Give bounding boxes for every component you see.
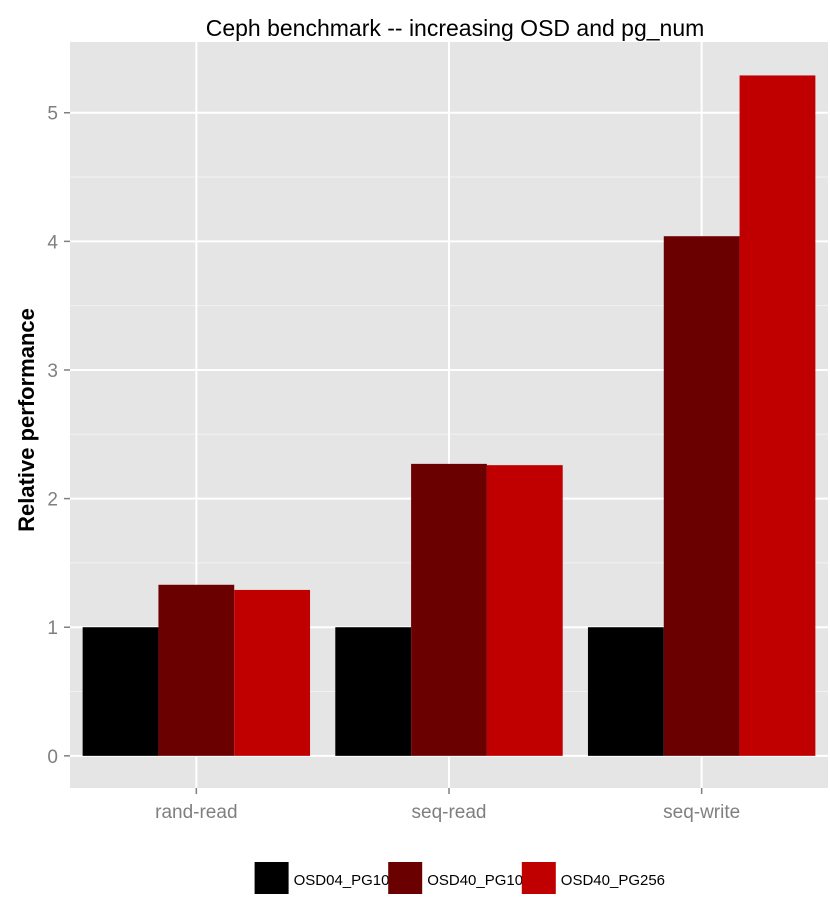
x-tick-label: seq-read bbox=[412, 802, 487, 823]
y-tick-label: 4 bbox=[47, 232, 58, 253]
bar-OSD40_PG256-seq-write bbox=[739, 75, 816, 756]
legend-label: OSD40_PG100 bbox=[427, 872, 531, 889]
bar-OSD40_PG256-seq-read bbox=[486, 465, 563, 756]
bar-OSD04_PG100-rand-read bbox=[82, 627, 159, 756]
bar-OSD04_PG100-seq-write bbox=[587, 627, 664, 756]
bar-OSD40_PG256-rand-read bbox=[234, 589, 311, 756]
legend-key-OSD40_PG256 bbox=[521, 862, 556, 896]
bar-OSD40_PG100-rand-read bbox=[158, 584, 235, 756]
bar-OSD40_PG100-seq-write bbox=[663, 236, 740, 756]
bar-OSD40_PG100-seq-read bbox=[411, 463, 487, 756]
bars bbox=[82, 75, 816, 756]
legend-key-OSD40_PG100 bbox=[388, 862, 423, 896]
y-tick-label: 3 bbox=[47, 361, 58, 382]
x-tick-label: rand-read bbox=[155, 802, 237, 823]
y-tick-label: 2 bbox=[47, 490, 58, 511]
y-axis-label: Relative performance bbox=[14, 308, 39, 532]
y-tick-label: 5 bbox=[47, 104, 58, 125]
axes: 0 1 2 3 4 5 rand-read seq-read seq-write bbox=[47, 104, 740, 823]
legend: OSD04_PG100 OSD40_PG100 OSD40_PG256 bbox=[254, 862, 665, 896]
legend-key-OSD04_PG100 bbox=[254, 862, 289, 896]
bar-OSD04_PG100-seq-read bbox=[335, 627, 412, 756]
x-tick-label: seq-write bbox=[663, 802, 740, 823]
legend-label: OSD04_PG100 bbox=[294, 872, 398, 889]
y-tick-label: 1 bbox=[47, 618, 58, 639]
y-tick-label: 0 bbox=[47, 747, 58, 768]
chart-title: Ceph benchmark -- increasing OSD and pg_… bbox=[206, 15, 705, 41]
legend-label: OSD40_PG256 bbox=[561, 872, 665, 889]
